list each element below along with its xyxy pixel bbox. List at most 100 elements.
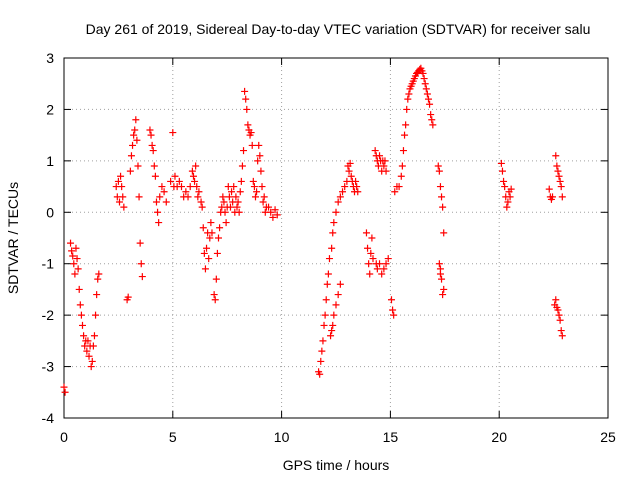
data-point-plus <box>259 198 267 206</box>
data-point-plus <box>242 95 250 103</box>
data-point-plus <box>136 239 144 247</box>
data-point-plus <box>175 177 183 185</box>
data-point-plus <box>390 311 398 319</box>
data-point-plus <box>60 383 68 391</box>
data-point-plus <box>346 159 354 167</box>
data-point-plus <box>150 162 158 170</box>
data-point-plus <box>194 193 202 201</box>
data-point-plus <box>158 183 166 191</box>
data-point-plus <box>212 275 220 283</box>
x-tick-label: 5 <box>169 429 177 445</box>
data-point-plus <box>260 193 268 201</box>
data-point-plus <box>321 311 329 319</box>
data-point-plus <box>382 260 390 268</box>
data-point-plus <box>545 185 553 193</box>
data-point-plus <box>124 293 132 301</box>
data-point-plus <box>120 203 128 211</box>
chart-title: Day 261 of 2019, Sidereal Day-to-day VTE… <box>86 21 591 37</box>
data-point-plus <box>73 255 81 263</box>
data-point-plus <box>367 249 375 257</box>
data-point-plus <box>395 183 403 191</box>
data-point-plus <box>440 285 448 293</box>
data-point-plus <box>69 252 77 260</box>
data-point-plus <box>402 121 410 129</box>
data-point-plus <box>429 121 437 129</box>
data-point-plus <box>440 229 448 237</box>
data-point-plus <box>225 193 233 201</box>
data-point-plus <box>72 244 80 252</box>
data-point-plus <box>85 352 93 360</box>
data-point-plus <box>329 321 337 329</box>
data-point-plus <box>206 234 214 242</box>
data-point-plus <box>273 211 281 219</box>
data-point-plus <box>391 188 399 196</box>
data-point-plus <box>341 183 349 191</box>
data-point-plus <box>222 219 230 227</box>
data-point-plus <box>258 183 266 191</box>
x-axis-label: GPS time / hours <box>283 457 390 473</box>
data-point-plus <box>555 311 563 319</box>
data-point-plus <box>178 183 186 191</box>
data-point-plus <box>160 188 168 196</box>
data-point-plus <box>320 321 328 329</box>
data-point-plus <box>353 183 361 191</box>
data-point-plus <box>435 260 443 268</box>
data-point-plus <box>221 208 229 216</box>
data-point-plus <box>339 188 347 196</box>
data-point-plus <box>503 203 511 211</box>
data-point-plus <box>436 183 444 191</box>
data-point-plus <box>336 193 344 201</box>
data-point-plus <box>188 167 196 175</box>
data-point-plus <box>117 172 125 180</box>
y-tick-label: -2 <box>42 307 55 323</box>
data-point-plus <box>439 203 447 211</box>
data-point-plus <box>324 270 332 278</box>
data-point-plus <box>192 162 200 170</box>
data-point-plus <box>240 147 248 155</box>
data-point-plus <box>552 152 560 160</box>
data-point-plus <box>389 306 397 314</box>
data-point-plus <box>207 219 215 227</box>
data-point-plus <box>205 255 213 263</box>
x-tick-label: 25 <box>600 429 616 445</box>
data-point-plus <box>381 157 389 165</box>
data-point-plus <box>199 224 207 232</box>
data-point-plus <box>191 177 199 185</box>
data-point-plus <box>439 291 447 299</box>
data-point-plus <box>403 105 411 113</box>
y-axis-label: SDTVAR / TECUs <box>5 182 21 294</box>
data-point-plus <box>500 177 508 185</box>
data-point-plus <box>220 198 228 206</box>
data-point-plus <box>134 162 142 170</box>
data-point-plus <box>384 255 392 263</box>
data-point-plus <box>78 321 86 329</box>
data-point-plus <box>95 270 103 278</box>
data-point-plus <box>318 347 326 355</box>
data-point-plus <box>61 388 69 396</box>
data-point-plus <box>498 167 506 175</box>
y-tick-label: 2 <box>46 101 54 117</box>
data-point-plus <box>557 183 565 191</box>
data-point-plus <box>219 193 227 201</box>
data-point-plus <box>329 229 337 237</box>
y-tick-label: 1 <box>46 153 54 169</box>
data-point-plus <box>93 291 101 299</box>
data-point-plus <box>154 208 162 216</box>
data-point-plus <box>249 177 257 185</box>
data-point-plus <box>423 90 431 98</box>
data-point-plus <box>211 296 219 304</box>
data-point-plus <box>92 311 100 319</box>
data-point-plus <box>230 183 238 191</box>
data-point-plus <box>200 249 208 257</box>
data-point-plus <box>146 126 154 134</box>
data-point-plus <box>129 141 137 149</box>
data-point-plus <box>208 229 216 237</box>
data-point-plus <box>420 75 428 83</box>
data-point-plus <box>80 332 88 340</box>
data-point-plus <box>435 167 443 175</box>
data-point-plus <box>554 306 562 314</box>
data-point-plus <box>364 244 372 252</box>
data-point-plus <box>75 285 83 293</box>
